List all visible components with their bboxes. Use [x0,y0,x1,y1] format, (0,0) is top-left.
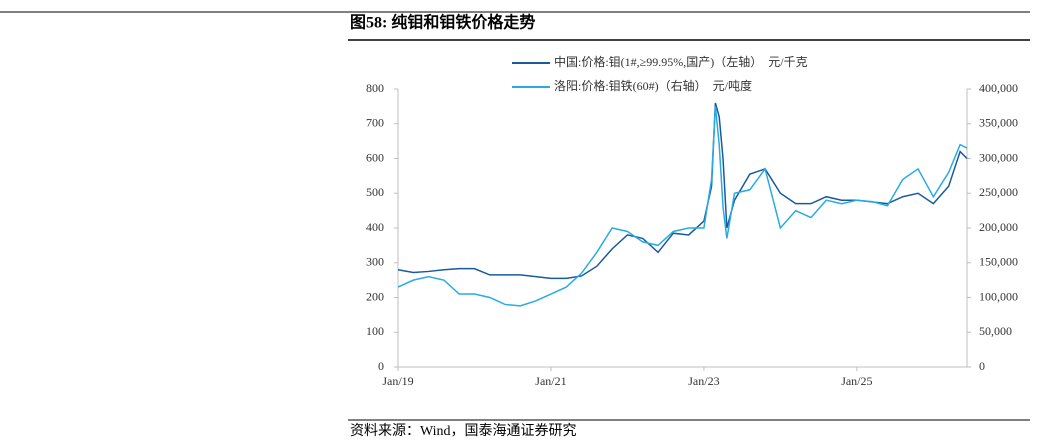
legend-label: 中国:价格:钼(1#,≥99.95%,国产)（左轴） 元/千克 [554,54,808,69]
y2-tick-label: 300,000 [979,150,1018,164]
y-tick-label: 700 [366,116,384,130]
y-tick-label: 600 [366,150,384,164]
x-tick-label: Jan/23 [688,374,719,388]
y2-tick-label: 100,000 [979,289,1018,303]
x-tick-label: Jan/19 [382,374,413,388]
y-tick-label: 100 [366,324,384,338]
y-tick-label: 800 [366,81,384,95]
x-tick-label: Jan/21 [535,374,566,388]
y-tick-label: 200 [366,289,384,303]
y2-tick-label: 350,000 [979,116,1018,130]
y2-tick-label: 200,000 [979,220,1018,234]
y2-tick-label: 250,000 [979,185,1018,199]
chart-title: 图58: 纯钼和钼铁价格走势 [350,13,535,32]
legend-label: 洛阳:价格:钼铁(60#)（右轴） 元/吨度 [554,78,752,93]
series-line [397,106,968,307]
y-tick-label: 500 [366,185,384,199]
y-tick-label: 400 [366,220,384,234]
y2-tick-label: 0 [979,359,985,373]
y2-tick-label: 50,000 [979,324,1012,338]
series-line [397,102,968,280]
x-tick-label: Jan/25 [841,374,872,388]
source: 资料来源：Wind，国泰海通证券研究 [350,423,577,439]
y-tick-label: 0 [378,359,384,373]
y2-tick-label: 150,000 [979,255,1018,269]
y-tick-label: 300 [366,255,384,269]
y2-tick-label: 400,000 [979,81,1018,95]
